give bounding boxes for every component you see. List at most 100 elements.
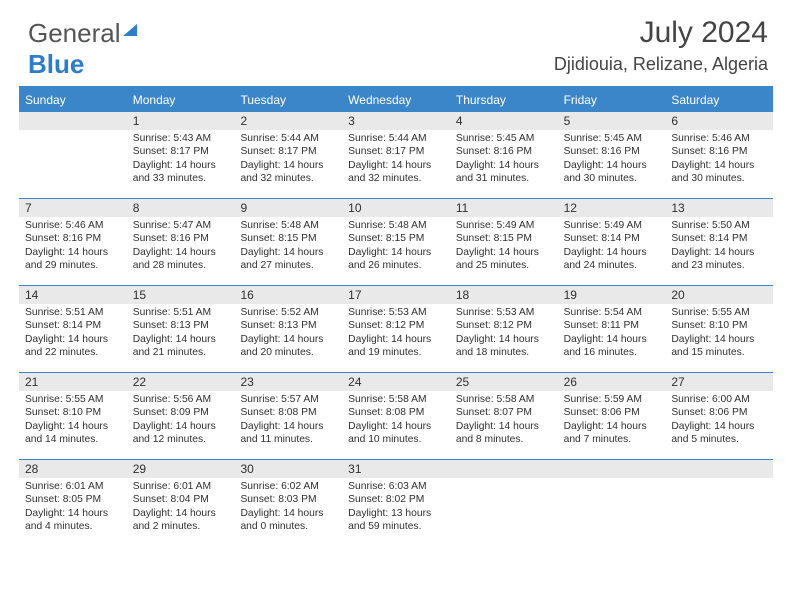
- day-cell: 10Sunrise: 5:48 AMSunset: 8:15 PMDayligh…: [342, 199, 450, 285]
- daylight-text: Daylight: 14 hours and 28 minutes.: [133, 246, 229, 273]
- day-body: Sunrise: 5:43 AMSunset: 8:17 PMDaylight:…: [127, 130, 235, 190]
- day-number: 26: [558, 373, 666, 391]
- day-number: 4: [450, 112, 558, 130]
- sunrise-text: Sunrise: 6:03 AM: [348, 480, 444, 493]
- day-cell: 25Sunrise: 5:58 AMSunset: 8:07 PMDayligh…: [450, 373, 558, 459]
- day-number: 21: [19, 373, 127, 391]
- day-cell: 8Sunrise: 5:47 AMSunset: 8:16 PMDaylight…: [127, 199, 235, 285]
- week-row: 14Sunrise: 5:51 AMSunset: 8:14 PMDayligh…: [19, 286, 773, 373]
- daylight-text: Daylight: 14 hours and 25 minutes.: [456, 246, 552, 273]
- daylight-text: Daylight: 14 hours and 5 minutes.: [671, 420, 767, 447]
- daylight-text: Daylight: 14 hours and 16 minutes.: [564, 333, 660, 360]
- day-number: 28: [19, 460, 127, 478]
- sunset-text: Sunset: 8:06 PM: [671, 406, 767, 419]
- daylight-text: Daylight: 14 hours and 22 minutes.: [25, 333, 121, 360]
- day-body: Sunrise: 5:58 AMSunset: 8:07 PMDaylight:…: [450, 391, 558, 451]
- day-number: 12: [558, 199, 666, 217]
- day-number: 2: [234, 112, 342, 130]
- day-cell: 30Sunrise: 6:02 AMSunset: 8:03 PMDayligh…: [234, 460, 342, 546]
- sunrise-text: Sunrise: 5:53 AM: [348, 306, 444, 319]
- location-label: Djidiouia, Relizane, Algeria: [554, 54, 768, 75]
- daylight-text: Daylight: 14 hours and 24 minutes.: [564, 246, 660, 273]
- day-body: Sunrise: 5:55 AMSunset: 8:10 PMDaylight:…: [665, 304, 773, 364]
- day-cell: 5Sunrise: 5:45 AMSunset: 8:16 PMDaylight…: [558, 112, 666, 198]
- day-cell: 16Sunrise: 5:52 AMSunset: 8:13 PMDayligh…: [234, 286, 342, 372]
- daylight-text: Daylight: 14 hours and 10 minutes.: [348, 420, 444, 447]
- dow-label: Tuesday: [234, 88, 342, 112]
- sunset-text: Sunset: 8:12 PM: [348, 319, 444, 332]
- flag-icon: [123, 24, 137, 36]
- day-body: Sunrise: 5:47 AMSunset: 8:16 PMDaylight:…: [127, 217, 235, 277]
- daylight-text: Daylight: 14 hours and 8 minutes.: [456, 420, 552, 447]
- sunset-text: Sunset: 8:08 PM: [240, 406, 336, 419]
- sunrise-text: Sunrise: 5:45 AM: [564, 132, 660, 145]
- daylight-text: Daylight: 14 hours and 23 minutes.: [671, 246, 767, 273]
- daylight-text: Daylight: 14 hours and 18 minutes.: [456, 333, 552, 360]
- sunset-text: Sunset: 8:16 PM: [25, 232, 121, 245]
- day-number: 24: [342, 373, 450, 391]
- dow-label: Wednesday: [342, 88, 450, 112]
- day-body: Sunrise: 5:44 AMSunset: 8:17 PMDaylight:…: [342, 130, 450, 190]
- sunrise-text: Sunrise: 5:55 AM: [25, 393, 121, 406]
- sunset-text: Sunset: 8:06 PM: [564, 406, 660, 419]
- sunset-text: Sunset: 8:16 PM: [671, 145, 767, 158]
- day-number: 23: [234, 373, 342, 391]
- daylight-text: Daylight: 14 hours and 4 minutes.: [25, 507, 121, 534]
- day-body: Sunrise: 5:48 AMSunset: 8:15 PMDaylight:…: [234, 217, 342, 277]
- day-number: 8: [127, 199, 235, 217]
- sunrise-text: Sunrise: 5:59 AM: [564, 393, 660, 406]
- day-cell: 9Sunrise: 5:48 AMSunset: 8:15 PMDaylight…: [234, 199, 342, 285]
- day-cell: [19, 112, 127, 198]
- sunset-text: Sunset: 8:03 PM: [240, 493, 336, 506]
- sunset-text: Sunset: 8:04 PM: [133, 493, 229, 506]
- sunset-text: Sunset: 8:16 PM: [564, 145, 660, 158]
- days-of-week-row: SundayMondayTuesdayWednesdayThursdayFrid…: [19, 88, 773, 112]
- sunset-text: Sunset: 8:17 PM: [133, 145, 229, 158]
- sunset-text: Sunset: 8:09 PM: [133, 406, 229, 419]
- sunrise-text: Sunrise: 5:54 AM: [564, 306, 660, 319]
- daylight-text: Daylight: 14 hours and 7 minutes.: [564, 420, 660, 447]
- day-cell: 11 Sunrise: 5:49 AMSunset: 8:15 PMDayligh…: [450, 199, 558, 285]
- daynum-empty: [19, 112, 127, 130]
- sunset-text: Sunset: 8:13 PM: [133, 319, 229, 332]
- day-body: Sunrise: 5:48 AMSunset: 8:15 PMDaylight:…: [342, 217, 450, 277]
- sunset-text: Sunset: 8:10 PM: [671, 319, 767, 332]
- daynum-empty: [450, 460, 558, 478]
- sunrise-text: Sunrise: 5:46 AM: [671, 132, 767, 145]
- day-cell: 23Sunrise: 5:57 AMSunset: 8:08 PMDayligh…: [234, 373, 342, 459]
- sunrise-text: Sunrise: 5:58 AM: [348, 393, 444, 406]
- day-number: 11: [450, 199, 558, 217]
- day-number: 18: [450, 286, 558, 304]
- dow-label: Saturday: [665, 88, 773, 112]
- daylight-text: Daylight: 14 hours and 19 minutes.: [348, 333, 444, 360]
- day-body: Sunrise: 6:01 AMSunset: 8:04 PMDaylight:…: [127, 478, 235, 538]
- sunset-text: Sunset: 8:07 PM: [456, 406, 552, 419]
- daylight-text: Daylight: 14 hours and 15 minutes.: [671, 333, 767, 360]
- day-cell: 21Sunrise: 5:55 AMSunset: 8:10 PMDayligh…: [19, 373, 127, 459]
- sunrise-text: Sunrise: 5:57 AM: [240, 393, 336, 406]
- sunrise-text: Sunrise: 5:49 AM: [456, 219, 552, 232]
- day-number: 3: [342, 112, 450, 130]
- day-body: Sunrise: 5:59 AMSunset: 8:06 PMDaylight:…: [558, 391, 666, 451]
- daylight-text: Daylight: 14 hours and 26 minutes.: [348, 246, 444, 273]
- day-cell: 19Sunrise: 5:54 AMSunset: 8:11 PMDayligh…: [558, 286, 666, 372]
- day-cell: 26Sunrise: 5:59 AMSunset: 8:06 PMDayligh…: [558, 373, 666, 459]
- daylight-text: Daylight: 14 hours and 20 minutes.: [240, 333, 336, 360]
- day-number: 6: [665, 112, 773, 130]
- day-cell: 6Sunrise: 5:46 AMSunset: 8:16 PMDaylight…: [665, 112, 773, 198]
- sunset-text: Sunset: 8:15 PM: [456, 232, 552, 245]
- day-cell: 18Sunrise: 5:53 AMSunset: 8:12 PMDayligh…: [450, 286, 558, 372]
- sunrise-text: Sunrise: 6:01 AM: [25, 480, 121, 493]
- daylight-text: Daylight: 14 hours and 21 minutes.: [133, 333, 229, 360]
- sunrise-text: Sunrise: 5:46 AM: [25, 219, 121, 232]
- day-cell: [450, 460, 558, 546]
- day-body: Sunrise: 5:55 AMSunset: 8:10 PMDaylight:…: [19, 391, 127, 451]
- day-number: 15: [127, 286, 235, 304]
- day-cell: 15Sunrise: 5:51 AMSunset: 8:13 PMDayligh…: [127, 286, 235, 372]
- day-cell: 27Sunrise: 6:00 AMSunset: 8:06 PMDayligh…: [665, 373, 773, 459]
- day-body: Sunrise: 5:57 AMSunset: 8:08 PMDaylight:…: [234, 391, 342, 451]
- sunset-text: Sunset: 8:05 PM: [25, 493, 121, 506]
- day-number: 9: [234, 199, 342, 217]
- sunrise-text: Sunrise: 5:56 AM: [133, 393, 229, 406]
- day-number: 27: [665, 373, 773, 391]
